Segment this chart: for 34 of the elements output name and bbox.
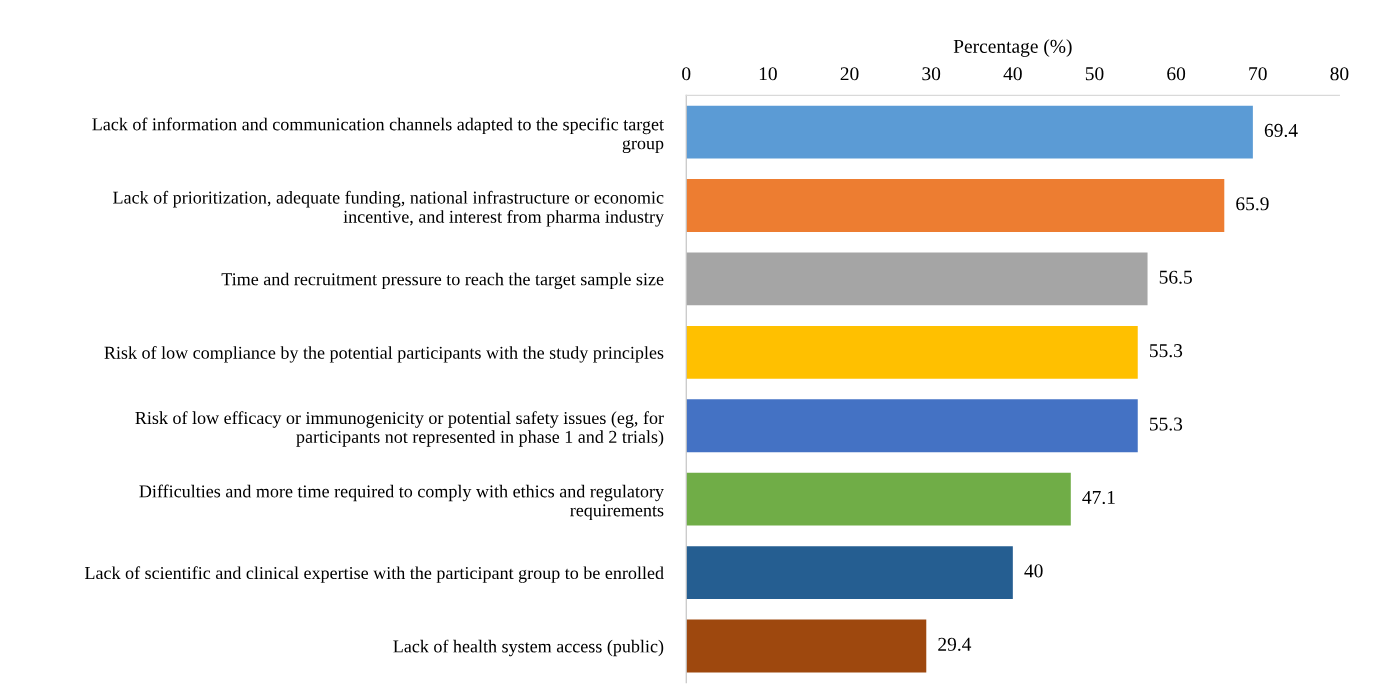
- data-label: 55.3: [1149, 417, 1183, 431]
- data-label: 55.3: [1149, 344, 1183, 358]
- x-tick-label: 0: [682, 67, 691, 81]
- bar: [686, 399, 1138, 453]
- x-tick-label: 50: [1085, 67, 1104, 81]
- data-label: 65.9: [1236, 197, 1269, 211]
- x-tick-label: 10: [759, 67, 777, 81]
- x-axis-title: Percentage (%): [953, 39, 1072, 57]
- bar: [686, 252, 1148, 306]
- bar: [686, 105, 1253, 159]
- y-tick-label: Lack of prioritization, adequate funding, national infrastructure or economic incentive, and interest from pharma industry: [113, 190, 664, 227]
- data-label: 40: [1024, 564, 1043, 578]
- y-tick-label: Risk of low efficacy or immunogenicity or potential safety issues (eg, for participants not represented in phase 1 and 2 trials): [135, 411, 664, 447]
- bar: [686, 472, 1071, 526]
- data-label: 69.4: [1264, 123, 1298, 138]
- data-label: 56.5: [1159, 270, 1192, 284]
- x-tick-label: 70: [1249, 67, 1267, 81]
- y-tick-label: Lack of scientific and clinical expertise with the participant group to be enrolled: [84, 566, 664, 583]
- y-tick-label: Time and recruitment pressure to reach the target sample size: [221, 272, 664, 290]
- data-label: 47.1: [1082, 491, 1115, 505]
- x-tick-label: 40: [1003, 67, 1022, 81]
- x-tick-label: 80: [1330, 67, 1349, 81]
- y-tick-label: Difficulties and more time required to comply with ethics and regulatory requirements: [139, 484, 664, 521]
- bar: [686, 325, 1138, 379]
- x-tick-label: 20: [840, 67, 859, 81]
- x-tick-label: 60: [1167, 67, 1186, 81]
- bar: [686, 546, 1013, 600]
- y-tick-label: Risk of low compliance by the potential participants with the study principles: [104, 345, 664, 363]
- bar: [686, 619, 927, 673]
- x-tick-label: 30: [922, 67, 941, 81]
- y-tick-label: Lack of information and communication channels adapted to the specific target group: [92, 117, 664, 154]
- bar: [686, 179, 1225, 232]
- data-label: 29.4: [938, 637, 972, 651]
- y-tick-label: Lack of health system access (public): [393, 639, 664, 657]
